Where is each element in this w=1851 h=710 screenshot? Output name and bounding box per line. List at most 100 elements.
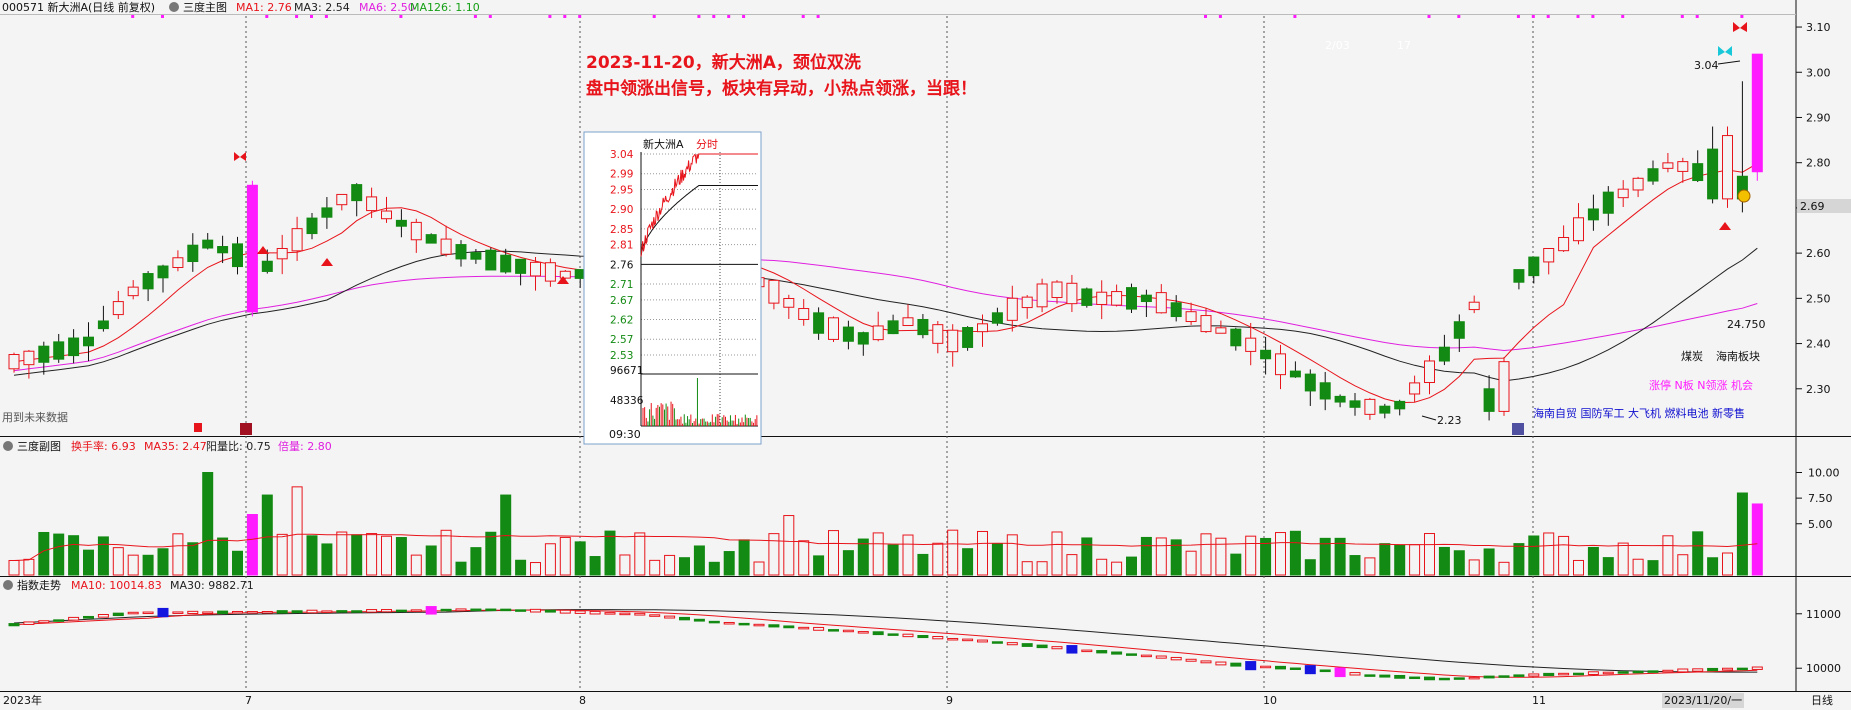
sub-ma-line (13, 533, 1758, 561)
turnover-bar (97, 536, 109, 576)
candle-body (336, 193, 348, 206)
sub-settings-icon[interactable] (3, 441, 13, 451)
index-candle (1155, 655, 1167, 659)
index-candle (619, 612, 631, 616)
turnover-bar (395, 537, 407, 576)
period-label[interactable]: 日线 (1811, 693, 1833, 707)
butterfly-icon-1 (234, 152, 246, 161)
faint-label-b: 17 (1397, 39, 1411, 52)
candle-body (1394, 400, 1406, 410)
main-y-label: 2.30 (1806, 383, 1831, 396)
turnover-bar (634, 532, 646, 576)
turnover-bar (261, 494, 273, 576)
candle-body (977, 323, 988, 333)
current-price: 2.69 (1800, 200, 1825, 213)
turnover-bar (1200, 533, 1212, 576)
inset-price-label: 2.71 (610, 279, 633, 291)
turnover-bar (485, 531, 497, 576)
turnover-bar (664, 554, 676, 576)
inset-mode[interactable]: 分时 (696, 138, 718, 151)
index-y-label: 10000 (1806, 662, 1841, 675)
inset-average-line (640, 184, 759, 257)
turnover-bar (1140, 536, 1152, 576)
index-candle (142, 611, 154, 615)
sub-header: 三度副图 换手率: 6.93 MA35: 2.47 阳量比: 0.75 倍量: … (3, 439, 332, 453)
index-candle (1573, 672, 1584, 676)
turnover-bar (1692, 531, 1704, 576)
index-ma10-label: MA10: 10014.83 (71, 579, 162, 592)
candle-body (559, 270, 571, 279)
turnover-bar (366, 533, 378, 576)
annotation-line-1: 2023-11-20，新大洲A，颈位双洗 (586, 52, 861, 73)
turnover-bar (1543, 532, 1555, 576)
turnover-bar (932, 542, 944, 576)
signal-dot (131, 15, 135, 18)
candle-body (291, 228, 303, 252)
candle-body (366, 196, 378, 212)
turnover-bar (708, 561, 720, 576)
candle-body (813, 312, 825, 334)
signal-dot (727, 15, 731, 18)
candle-body (1662, 162, 1674, 169)
candle-body (276, 247, 288, 260)
turnover-bar (68, 535, 80, 576)
turnover-bar (1602, 557, 1614, 576)
index-candle (1245, 661, 1257, 671)
candle-body (887, 320, 899, 335)
inset-price-label: 2.90 (610, 204, 633, 216)
turnover-bar (947, 529, 959, 576)
turnover-bar (768, 533, 780, 576)
signal-dot (1695, 15, 1699, 18)
signal-dot (310, 15, 313, 18)
inset-price-label: 2.57 (610, 334, 633, 346)
index-candle (425, 606, 437, 615)
index-candle (515, 609, 527, 612)
candle-body (1140, 294, 1152, 303)
candle-body (112, 301, 124, 316)
ma6-label: MA6: 2.50 (359, 1, 415, 14)
info-icon-1[interactable] (194, 423, 202, 432)
index-candle (1662, 669, 1674, 673)
turnover-bar (813, 555, 825, 576)
index-ma30-label: MA30: 9882.71 (170, 579, 254, 592)
candle-body (246, 184, 258, 313)
candle-body (783, 297, 795, 308)
info-icon-3[interactable] (1512, 423, 1524, 435)
turnover-bar (1021, 561, 1033, 576)
index-candle (1200, 660, 1212, 664)
signal-dot (712, 15, 716, 18)
sub-y-label: 5.00 (1808, 518, 1833, 531)
index-candle (783, 625, 795, 629)
up-arrow-icon-4 (1719, 222, 1731, 230)
index-candle (1751, 666, 1763, 670)
turnover-bar (425, 545, 437, 576)
turnover-bar (1185, 550, 1197, 576)
index-candle (1736, 667, 1748, 671)
main-panel-name[interactable]: 三度主图 (183, 0, 227, 14)
turnover-bar (1006, 534, 1018, 576)
sub-panel-name[interactable]: 三度副图 (17, 439, 61, 453)
inset-price-label: 2.67 (610, 295, 633, 307)
turnover-bar (1304, 559, 1316, 576)
signal-dot (1204, 15, 1207, 18)
index-settings-icon[interactable] (3, 580, 13, 590)
index-candle (1394, 674, 1406, 679)
index-candle (53, 619, 65, 622)
candle-body (1349, 400, 1361, 408)
turnover-bar (1573, 559, 1584, 576)
settings-icon[interactable] (169, 2, 179, 12)
index-panel-name[interactable]: 指数走势 (17, 578, 61, 592)
inset-price-label: 2.85 (610, 224, 633, 236)
index-candle (664, 615, 676, 619)
candle-body (1155, 292, 1167, 314)
high-price-label: 3.04 (1694, 59, 1719, 72)
sub-y-axis: 10.00 7.50 5.00 (1796, 467, 1840, 531)
turnover-bar (351, 534, 363, 576)
index-candle (1424, 676, 1435, 681)
signal-dot (816, 15, 820, 18)
index-candle (1215, 661, 1227, 666)
turnover-bar (53, 533, 65, 576)
index-candle (679, 616, 690, 621)
signal-dot (742, 15, 746, 18)
info-icon-2[interactable] (240, 423, 252, 435)
